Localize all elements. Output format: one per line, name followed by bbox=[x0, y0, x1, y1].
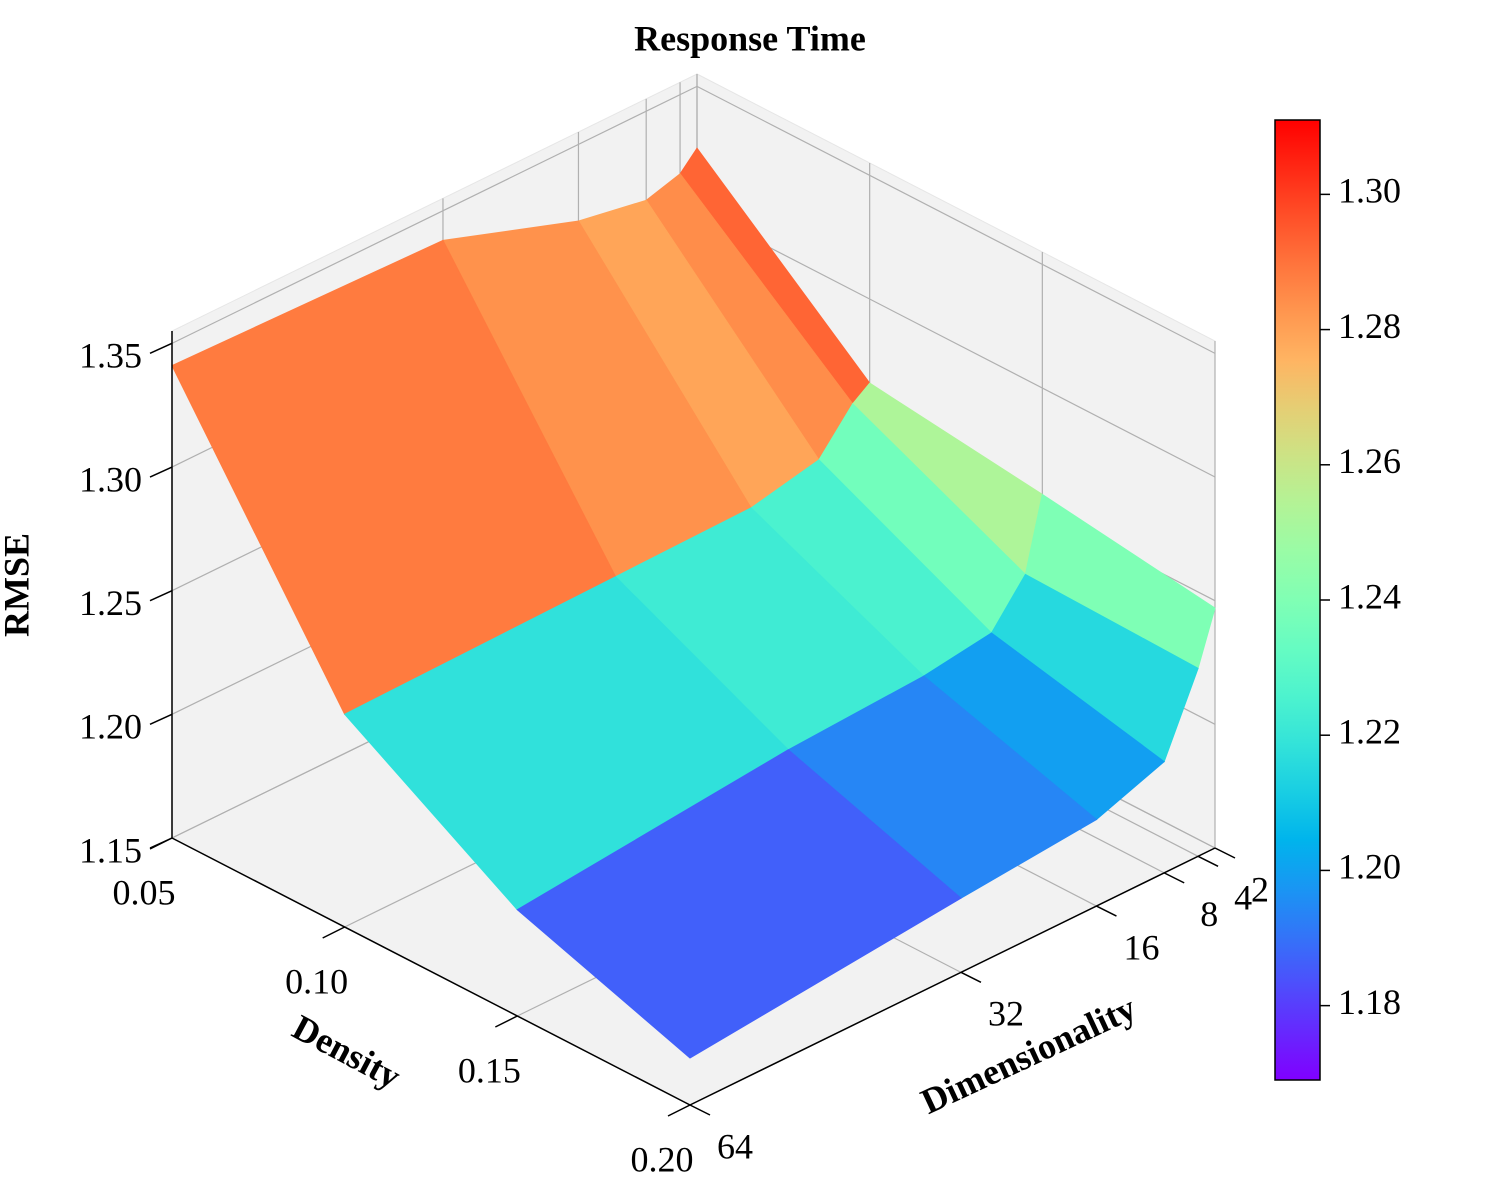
x-tick-label: 0.05 bbox=[113, 872, 176, 912]
tick-mark bbox=[960, 971, 982, 984]
tick-mark bbox=[149, 713, 173, 726]
colorbar-tick-label: 1.28 bbox=[1338, 306, 1401, 346]
axis-line bbox=[689, 847, 1216, 1106]
tick-mark bbox=[1163, 872, 1185, 884]
tick-mark bbox=[149, 342, 173, 355]
z-axis-label: RMSE bbox=[0, 533, 36, 637]
tick-mark bbox=[149, 837, 173, 849]
z-tick-label: 1.25 bbox=[79, 583, 142, 623]
tick-mark bbox=[149, 590, 173, 602]
chart-title: Response Time bbox=[634, 18, 866, 58]
colorbar bbox=[1274, 119, 1321, 1081]
surface bbox=[171, 147, 1216, 1059]
axes: 0.05 0.10 0.15 0.20 248 16 32 64 1.15 1.20 1.25 1.3… bbox=[79, 331, 1269, 1179]
colorbar-tick-label: 1.20 bbox=[1338, 847, 1401, 887]
tick-mark bbox=[667, 1104, 691, 1117]
x-tick-label: 0.20 bbox=[631, 1139, 694, 1179]
z-tick-label: 1.15 bbox=[79, 830, 142, 870]
tick-mark bbox=[494, 1015, 518, 1028]
y-axis-label: Dimensionality bbox=[915, 987, 1142, 1121]
y-tick-label: 2 bbox=[1251, 869, 1269, 909]
y-tick-label: 8 bbox=[1200, 894, 1218, 934]
colorbar-tick-label: 1.30 bbox=[1338, 171, 1401, 211]
colorbar-tick-label: 1.26 bbox=[1338, 441, 1401, 481]
x-tick-label: 0.10 bbox=[285, 961, 348, 1001]
axis-line bbox=[171, 837, 691, 1106]
surface-face bbox=[516, 749, 962, 1059]
colorbar-tick-label: 1.18 bbox=[1338, 982, 1401, 1022]
tick-mark bbox=[689, 1104, 711, 1116]
tick-mark bbox=[322, 926, 346, 939]
tick-mark bbox=[1197, 855, 1219, 867]
tick-mark bbox=[1096, 905, 1117, 917]
z-tick-label: 1.20 bbox=[79, 707, 142, 747]
grid-line bbox=[696, 85, 1216, 354]
grid-line bbox=[171, 85, 698, 344]
z-tick-label: 1.35 bbox=[79, 336, 142, 376]
x-axis-label: Density bbox=[286, 1007, 407, 1097]
z-tick-label: 1.30 bbox=[79, 459, 142, 499]
y-tick-label: 16 bbox=[1123, 927, 1159, 967]
tick-mark bbox=[149, 466, 173, 478]
y-tick-label: 4 bbox=[1234, 878, 1252, 918]
colorbar-tick-label: 1.22 bbox=[1338, 711, 1401, 751]
y-tick-label: 64 bbox=[717, 1126, 753, 1166]
tick-mark bbox=[1214, 847, 1236, 859]
colorbar-tick-label: 1.24 bbox=[1338, 576, 1401, 616]
x-tick-label: 0.15 bbox=[458, 1050, 521, 1090]
grid-line bbox=[696, 209, 1216, 478]
y-tick-label: 32 bbox=[988, 994, 1024, 1034]
